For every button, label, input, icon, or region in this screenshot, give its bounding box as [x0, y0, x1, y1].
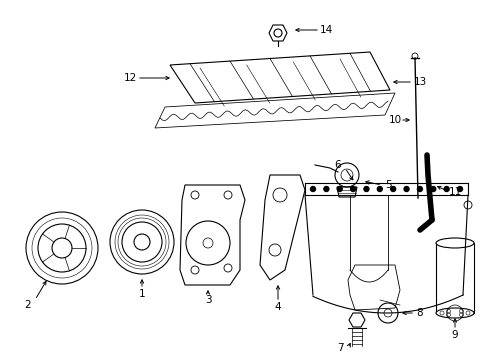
Text: 1: 1	[139, 289, 145, 299]
Text: 11: 11	[447, 187, 461, 197]
Circle shape	[417, 186, 422, 192]
Text: 5: 5	[384, 180, 390, 190]
Text: 12: 12	[123, 73, 136, 83]
Text: 6: 6	[334, 160, 341, 170]
Circle shape	[337, 186, 342, 192]
Text: 13: 13	[412, 77, 426, 87]
Text: 2: 2	[24, 300, 31, 310]
Circle shape	[310, 186, 315, 192]
Circle shape	[377, 186, 382, 192]
Circle shape	[390, 186, 395, 192]
Circle shape	[323, 186, 328, 192]
Bar	[435, 243, 473, 313]
Text: 4: 4	[274, 302, 281, 312]
Ellipse shape	[435, 238, 473, 248]
Circle shape	[430, 186, 435, 192]
Circle shape	[443, 186, 448, 192]
Circle shape	[457, 186, 462, 192]
Text: 3: 3	[204, 295, 211, 305]
Circle shape	[350, 186, 355, 192]
Text: 8: 8	[416, 308, 423, 318]
Text: 10: 10	[387, 115, 401, 125]
Ellipse shape	[435, 308, 473, 318]
Text: 14: 14	[319, 25, 332, 35]
Text: 7: 7	[336, 343, 343, 353]
Text: 9: 9	[451, 330, 457, 340]
Circle shape	[363, 186, 368, 192]
Circle shape	[403, 186, 408, 192]
